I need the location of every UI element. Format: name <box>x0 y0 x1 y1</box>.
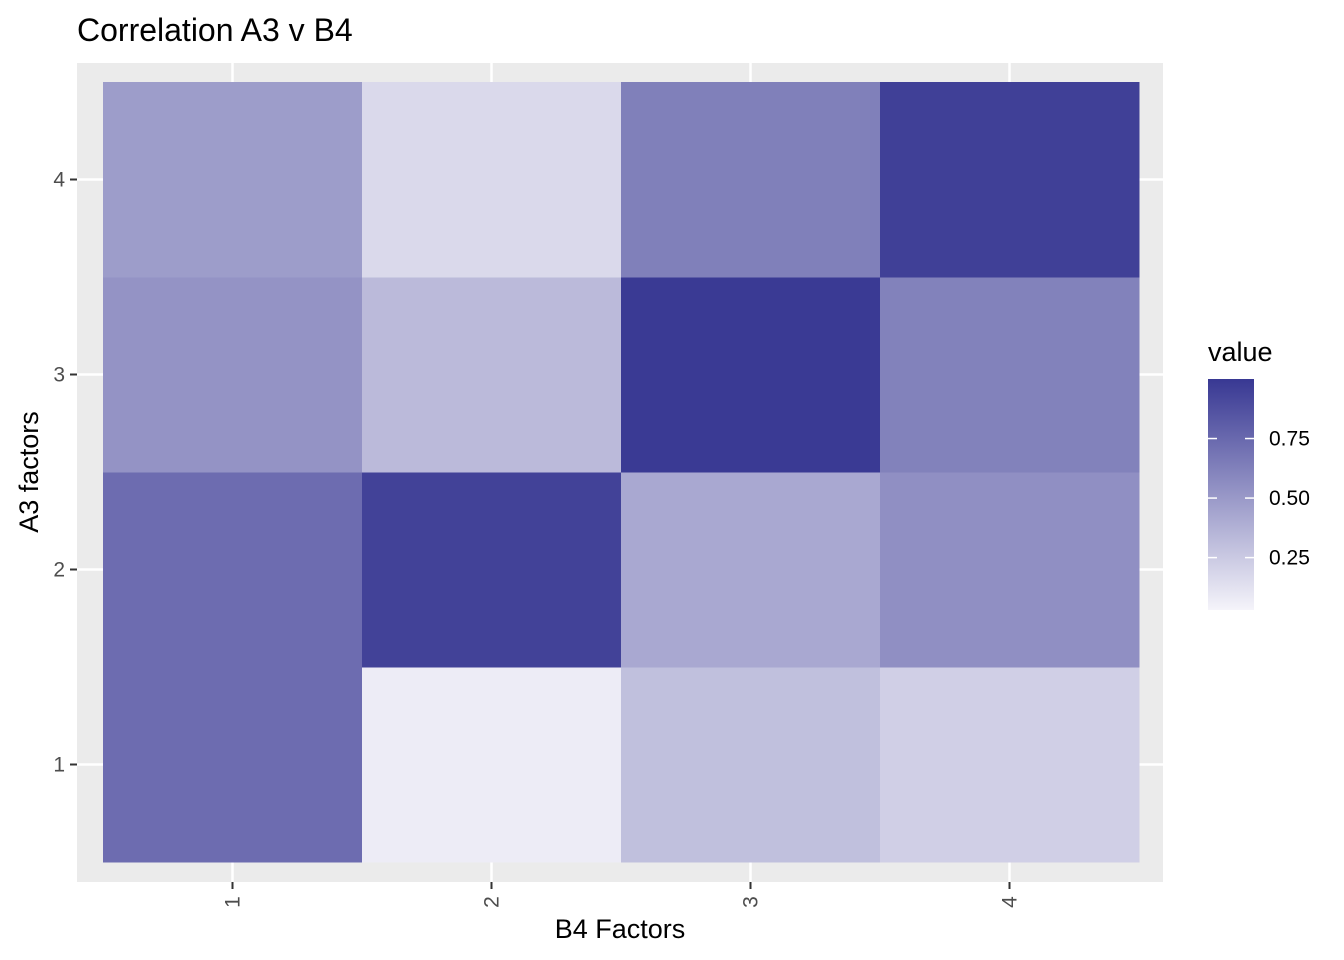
heatmap-cell-4-1 <box>880 667 1140 863</box>
heatmap-cell-4-3 <box>880 277 1140 473</box>
heatmap-cell-4-4 <box>880 82 1140 278</box>
heatmap-cell-3-4 <box>621 82 881 278</box>
y-axis: 1 2 3 4 <box>53 169 77 777</box>
heatmap-cell-3-2 <box>621 472 881 668</box>
legend: value 0.25 0.50 0.75 <box>1208 337 1310 610</box>
legend-tick-label: 0.25 <box>1269 547 1310 570</box>
y-axis-title: A3 factors <box>14 411 44 533</box>
heatmap-cell-3-3 <box>621 277 881 473</box>
y-tick-label: 3 <box>53 364 65 387</box>
heatmap-cell-1-1 <box>103 667 363 863</box>
heatmap-cell-3-1 <box>621 667 881 863</box>
heatmap-cell-1-2 <box>103 472 363 668</box>
x-axis: 1 2 3 4 <box>222 882 1022 908</box>
heatmap-cell-2-2 <box>362 472 622 668</box>
x-axis-title: B4 Factors <box>555 914 686 944</box>
y-tick-label: 2 <box>53 559 65 582</box>
legend-tick-label: 0.75 <box>1269 428 1310 451</box>
heatmap-cell-4-2 <box>880 472 1140 668</box>
legend-tick-label: 0.50 <box>1269 487 1310 510</box>
x-tick-label: 2 <box>481 896 504 908</box>
chart-title: Correlation A3 v B4 <box>77 12 353 48</box>
heatmap-cell-2-3 <box>362 277 622 473</box>
legend-title: value <box>1208 337 1273 367</box>
y-tick-label: 4 <box>53 169 65 192</box>
heatmap-cell-1-4 <box>103 82 363 278</box>
x-tick-label: 3 <box>740 896 763 908</box>
x-tick-label: 1 <box>222 896 245 908</box>
legend-ticks: 0.25 0.50 0.75 <box>1208 428 1310 570</box>
legend-colorbar <box>1208 379 1254 610</box>
heatmap-cell-2-1 <box>362 667 622 863</box>
heatmap-cell-1-3 <box>103 277 363 473</box>
y-tick-label: 1 <box>53 754 65 777</box>
heatmap-cells <box>103 82 1140 863</box>
x-tick-label: 4 <box>999 896 1022 908</box>
heatmap-cell-2-4 <box>362 82 622 278</box>
